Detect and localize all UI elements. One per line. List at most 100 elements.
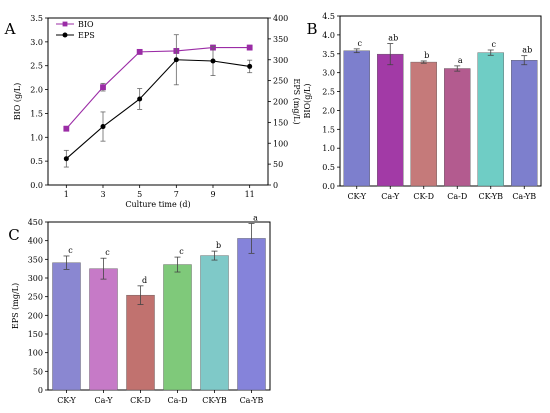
panel-a-bio-point <box>63 125 70 132</box>
panel-a-eps-point <box>173 57 179 63</box>
panel-c-bar <box>237 238 266 391</box>
panel-b-ytick-label: 0.5 <box>322 163 335 172</box>
panel-b-bar <box>477 52 504 187</box>
legend-eps-marker <box>62 32 68 38</box>
panel-c-significance-label: a <box>253 213 258 222</box>
panel-c-ytick-label: 100 <box>28 349 43 358</box>
panel-a-ytick-right-label: 250 <box>273 77 288 86</box>
panel-b-significance-label: ab <box>522 46 532 55</box>
panel-c-bar <box>163 264 192 391</box>
panel-a-eps-point <box>63 156 69 162</box>
panel-c-bar <box>52 262 81 391</box>
panel-c-ytick-label: 400 <box>28 237 43 246</box>
panel-a-ytick-left-label: 2.5 <box>30 62 43 71</box>
panel-c-bar <box>89 268 118 391</box>
panel-a-eps-point <box>100 124 106 130</box>
panel-b-ytick-label: 2.0 <box>322 106 335 115</box>
panel-c-significance-label: c <box>105 248 110 257</box>
panel-c-ytick-label: 450 <box>28 218 43 227</box>
panel-c-significance-label: c <box>179 247 184 256</box>
panel-b-errorbar <box>387 43 394 66</box>
panel-a-eps-point <box>137 96 143 102</box>
panel-b-bar <box>444 68 471 187</box>
panel-c-ytick-label: 200 <box>28 311 43 320</box>
panel-b-errorbar <box>521 55 528 66</box>
panel-a-xtick-label: 3 <box>100 190 105 199</box>
panel-b-bar <box>377 53 404 187</box>
panel-a-xtick-label: 11 <box>245 190 255 199</box>
panel-a-bio-line <box>65 47 250 130</box>
panel-a-ylabel-left: BIO (g/L) <box>13 83 22 121</box>
panel-a-xtick-label: 5 <box>137 190 142 199</box>
panel-c-errorbar <box>137 285 144 305</box>
panel-b-bar <box>343 50 370 187</box>
panel-c-significance-label: d <box>142 276 147 285</box>
panel-c-ytick-label: 250 <box>28 293 43 302</box>
panel-b-label: B <box>306 20 317 38</box>
panel-b-frame <box>339 15 542 187</box>
panel-c-bar <box>200 255 229 391</box>
panel-a-ytick-left-label: 3.5 <box>30 14 43 23</box>
panel-b-significance-label: ab <box>388 34 398 43</box>
panel-c-xtick-label: CK-YB <box>202 396 227 405</box>
panel-a-ytick-right-label: 0 <box>273 181 278 190</box>
panel-b-significance-label: a <box>458 56 463 65</box>
panel-b-significance-label: c <box>358 39 363 48</box>
legend-eps-label: EPS <box>78 31 95 40</box>
panel-a-ytick-right-label: 150 <box>273 118 288 127</box>
panel-a-ytick-right-label: 50 <box>273 160 283 169</box>
panel-b-errorbar <box>487 49 494 56</box>
panel-a-eps-point <box>247 63 253 69</box>
panel-c-errorbar <box>174 256 181 273</box>
panel-c-xtick-label: Ca-D <box>167 396 187 405</box>
legend-bio-marker <box>62 21 68 27</box>
panel-c-xtick-label: Ca-Y <box>95 396 114 405</box>
panel-b-xtick-label: CK-D <box>413 192 434 201</box>
panel-b-ylabel: BIO(g/L) <box>303 84 312 119</box>
panel-c-ytick-label: 300 <box>28 274 43 283</box>
panel-a-ytick-left-label: 1.0 <box>30 133 43 142</box>
panel-b-xtick-label: Ca-YB <box>512 192 536 201</box>
panel-b-ytick-label: 4.5 <box>322 12 335 21</box>
panel-c-label: C <box>8 226 19 244</box>
panel-a-frame <box>47 17 269 186</box>
panel-c-xtick-label: CK-Y <box>57 396 76 405</box>
panel-c-xtick-label: Ca-YB <box>240 396 264 405</box>
panel-a-ytick-left-label: 0.5 <box>30 157 43 166</box>
panel-b-ytick-label: 1.0 <box>322 144 335 153</box>
panel-b-ytick-label: 2.5 <box>322 88 335 97</box>
panel-c-significance-label: b <box>216 241 221 250</box>
panel-a-ytick-right-label: 200 <box>273 98 288 107</box>
panel-c-bar <box>126 294 155 391</box>
panel-a-ytick-left-label: 2.0 <box>30 86 43 95</box>
panel-a-xtick-label: 7 <box>174 190 179 199</box>
panel-a-ytick-left-label: 3.0 <box>30 38 43 47</box>
panel-b-significance-label: b <box>424 51 429 60</box>
panel-a-ytick-left-label: 0.0 <box>30 181 43 190</box>
panel-b-ytick-label: 1.5 <box>322 125 335 134</box>
panel-c-ytick-label: 50 <box>33 367 43 376</box>
panel-c-ytick-label: 0 <box>38 386 43 395</box>
panel-b-errorbar <box>454 65 461 72</box>
panel-a-bio-point <box>136 48 143 55</box>
panel-a-ytick-right-label: 300 <box>273 56 288 65</box>
panel-a-bio-point <box>100 84 106 91</box>
panel-a-eps-point <box>210 58 216 64</box>
panel-b-bar <box>511 60 538 187</box>
panel-b-significance-label: c <box>492 40 497 49</box>
panel-c-errorbar <box>100 257 107 280</box>
panel-a-xtick-label: 1 <box>64 190 69 199</box>
panel-c-ylabel: EPS (mg/L) <box>11 283 20 329</box>
panel-c-errorbar <box>211 250 218 261</box>
panel-b-ytick-label: 3.5 <box>322 50 335 59</box>
panel-a-ytick-left-label: 1.5 <box>30 109 43 118</box>
panel-b-xtick-label: Ca-D <box>447 192 467 201</box>
panel-b-errorbar <box>420 60 427 64</box>
panel-b-xtick-label: Ca-Y <box>381 192 400 201</box>
panel-c-errorbar <box>248 223 255 254</box>
panel-c-ytick-label: 150 <box>28 330 43 339</box>
panel-a-bio-point <box>246 44 253 51</box>
panel-a-ytick-right-label: 350 <box>273 35 288 44</box>
panel-c-ytick-label: 350 <box>28 255 43 264</box>
panel-b-ytick-label: 0.0 <box>322 182 335 191</box>
